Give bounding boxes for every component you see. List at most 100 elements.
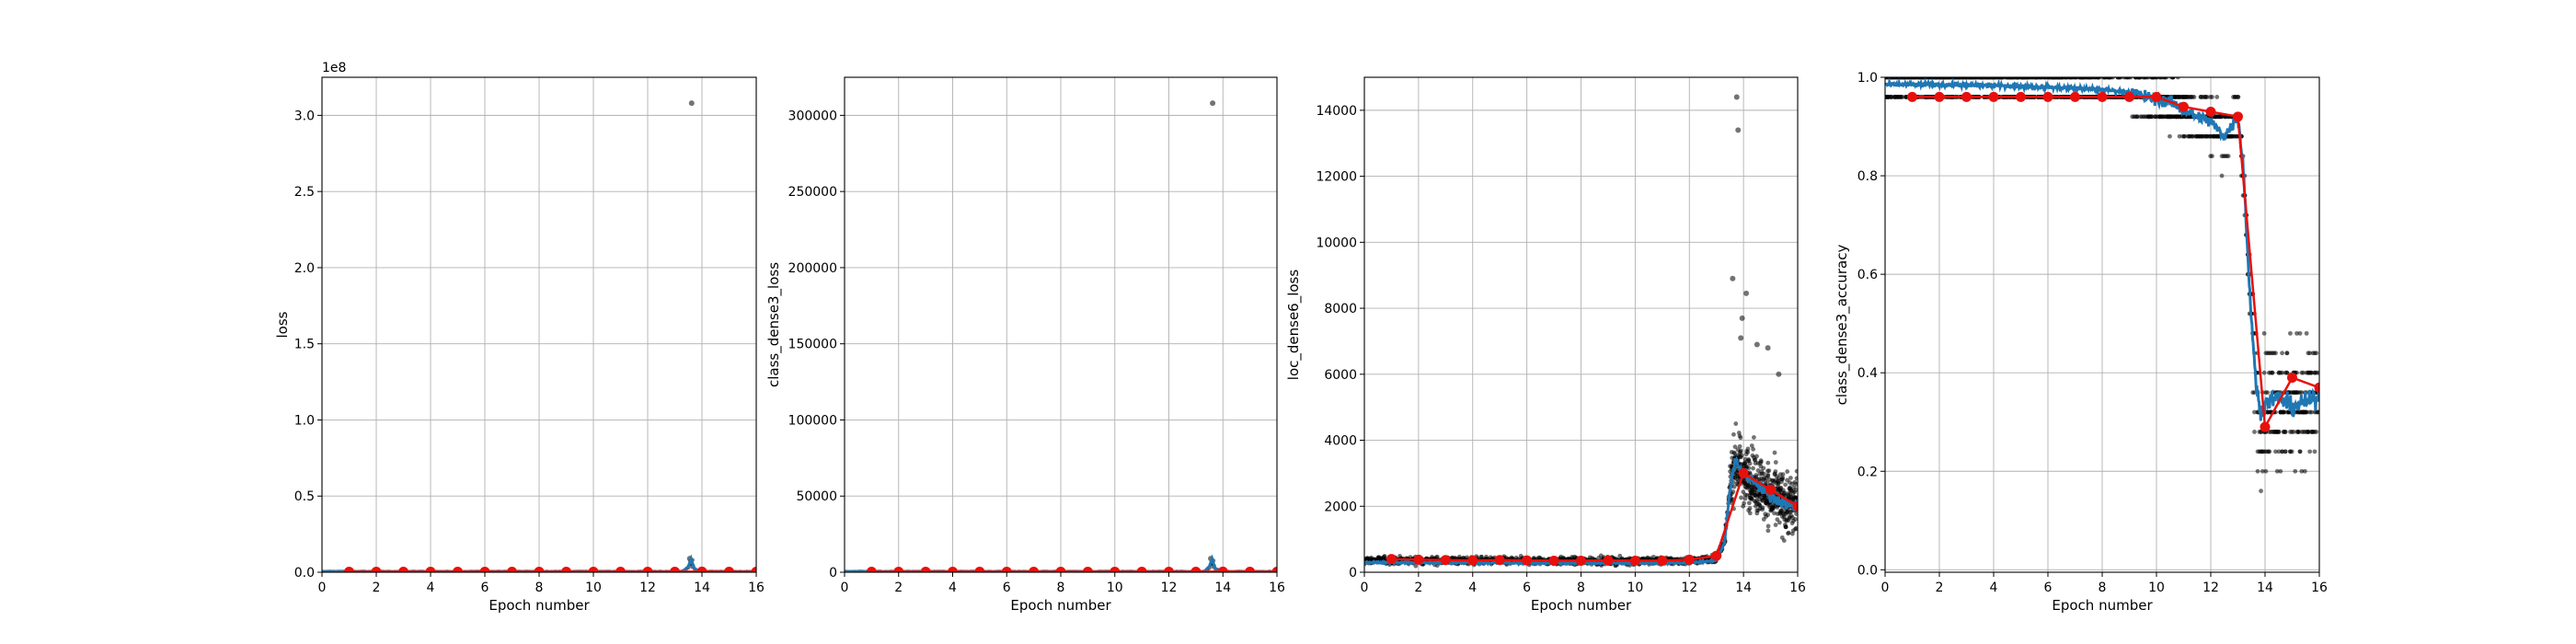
class-dense3-accuracy-panel: 0 2 4 6 8 10 12 14 16 0.0 0.2 0.4 0.6 0.8 1.0 Epoch num… [1834,71,2328,614]
scatter-point [1781,538,1787,544]
y-tick-label: 200000 [788,261,837,276]
epoch-mean-marker [724,567,734,572]
scatter-point [2302,468,2307,474]
scatter-point [1773,460,1778,465]
scatter-point [2154,77,2159,80]
scatter-point [2138,77,2143,80]
y-tick-label: 0.0 [1857,563,1878,578]
scatter-point [1788,476,1793,480]
scatter-point [2297,449,2303,454]
scatter-point [1772,511,1777,516]
scatter-point [2312,449,2317,454]
y-axis-label: loss [274,311,291,338]
y-tick-label: 14000 [1316,104,1357,119]
scatter-point [2170,77,2176,80]
scatter-point [2270,370,2275,375]
scatter-point [2191,95,2197,99]
epoch-mean-marker [534,567,545,572]
x-tick-label: 0 [318,581,327,595]
scatter-point [2294,370,2299,375]
scatter-point [1900,95,1905,99]
scatter-point [1765,472,1771,477]
scatter-point [2314,430,2319,434]
scatter-point [2288,330,2293,336]
epoch-mean-marker [1907,91,1917,102]
x-tick-label: 16 [2311,581,2328,595]
epoch-mean-marker [2260,421,2271,432]
scatter-point [1766,468,1772,474]
epoch-mean-marker [1934,91,1945,102]
scatter-point [2281,409,2286,415]
epoch-mean-marker [1271,567,1277,572]
epoch-mean-marker [1738,467,1749,478]
scatter-point [2278,468,2283,474]
x-tick-label: 0 [841,581,849,595]
scatter-point [1745,446,1751,452]
scatter-point [1742,500,1747,506]
smoothed-line [1885,77,2319,421]
scatter-point [2314,351,2319,356]
scatter-point [1754,454,1759,459]
scatter-point [1751,466,1755,471]
scatter-point [1783,482,1788,488]
scatter-point [1747,461,1753,466]
scatter-point [2274,468,2280,474]
gridlines [844,77,1278,573]
epoch-mean-marker [1245,567,1256,572]
scatter-point [1758,458,1764,464]
epoch-mean-marker [1413,554,1424,565]
epoch-mean-marker [398,567,408,572]
scatter-point [1739,495,1743,500]
y-axis-label: loc_dense6_loss [1285,270,1303,381]
scatter-point [1777,520,1782,525]
scatter-point [1746,466,1752,471]
epoch-mean-marker [615,567,626,572]
scatter-point [2283,430,2288,434]
x-tick-label: 2 [373,581,381,595]
x-tick-label: 2 [1936,581,1944,595]
scatter-point [1731,489,1736,494]
scatter-point [1765,523,1771,529]
epoch-mean-marker [2042,91,2053,102]
scatter-point [1780,475,1786,480]
scatter-point [1772,450,1777,455]
epoch-mean-marker [2124,91,2134,102]
epoch-mean-marker [1576,555,1586,566]
scatter-point [1731,484,1737,489]
scatter-point [2299,468,2305,474]
y-tick-label: 2.0 [294,261,315,276]
epoch-mean-marker [425,567,436,572]
scatter-point [2304,409,2309,415]
epoch-mean-marker [1001,567,1012,572]
scatter-point [1746,500,1752,506]
gridlines [1884,76,2320,572]
scatter-point [2283,449,2288,454]
x-tick-label: 12 [2202,581,2219,595]
scatter-point [2267,449,2271,454]
scatter-point [2190,133,2195,139]
scatter-point [1731,431,1736,437]
scatter-point [1751,435,1756,440]
x-tick-label: 2 [1414,581,1422,595]
x-tick-label: 16 [1269,581,1285,595]
scatter-point [1761,471,1766,477]
x-tick-label: 10 [1107,581,1123,595]
scatter-point [1765,528,1771,534]
outlier-point [1739,315,1745,321]
y-tick-label: 0.0 [294,566,315,581]
loss-panel: 0 2 4 6 8 10 12 14 16 0.0 0.5 1.0 1.5 2.0 2.5 3.0 Epoch … [274,61,765,614]
y-tick-label: 1.0 [1857,71,1878,86]
scatter-point [1746,456,1752,462]
scatter-point [1382,554,1386,559]
x-tick-label: 6 [1003,581,1011,595]
scatter-point [2110,77,2115,80]
x-tick-label: 8 [535,581,544,595]
x-tick-label: 16 [748,581,765,595]
y-tick-label: 50000 [796,489,837,504]
outlier-point [688,100,695,107]
scatter-point [2289,449,2294,454]
x-tick-label: 8 [2099,581,2107,595]
epoch-mean-marker [1467,555,1478,566]
epoch-mean-marker [453,567,463,572]
